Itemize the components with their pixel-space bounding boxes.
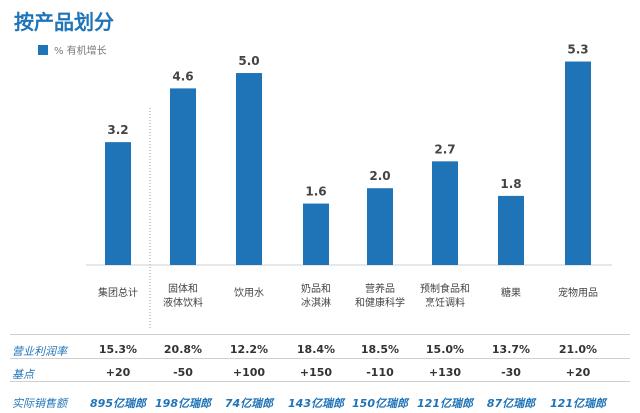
bar-4 xyxy=(367,188,393,265)
row-label: 实际销售额 xyxy=(12,397,67,410)
data-label-1: 4.6 xyxy=(172,69,193,83)
table-cell: 13.7% xyxy=(491,343,531,356)
row-label: 营业利润率 xyxy=(12,345,67,358)
data-label-0: 3.2 xyxy=(107,123,128,137)
bar-0 xyxy=(105,142,131,265)
table-cell: 198亿瑞郎 xyxy=(155,397,211,410)
bar-1 xyxy=(170,88,196,266)
category-label-7-0: 宠物用品 xyxy=(558,286,598,299)
table-cell: 20.8% xyxy=(163,343,203,356)
table-cell: 143亿瑞郎 xyxy=(288,397,344,410)
table-cell: 15.0% xyxy=(425,343,465,356)
legend-swatch xyxy=(38,45,48,55)
category-label-3-0: 奶品和 xyxy=(301,283,331,295)
row-label: 基点 xyxy=(12,368,34,381)
data-label-2: 5.0 xyxy=(238,54,259,68)
table-cell: 18.5% xyxy=(360,343,400,356)
legend-label: % 有机增长 xyxy=(54,46,107,57)
row-separator xyxy=(10,358,630,359)
category-label-5-0: 预制食品和 xyxy=(420,282,470,295)
category-label-0-0: 集团总计 xyxy=(98,286,138,299)
data-label-7: 5.3 xyxy=(567,43,588,57)
page-title: 按产品划分 xyxy=(14,10,114,34)
table-cell: -50 xyxy=(173,366,193,379)
table-cell: +20 xyxy=(105,366,131,379)
table-cell: 895亿瑞郎 xyxy=(90,397,146,410)
table-cell: +150 xyxy=(299,366,333,379)
data-label-4: 2.0 xyxy=(369,169,390,183)
category-label-3-1: 冰淇淋 xyxy=(301,296,331,309)
table-cell: 15.3% xyxy=(98,343,138,356)
chart-legend: % 有机增长 xyxy=(38,42,107,57)
category-label-1-1: 液体饮料 xyxy=(163,296,203,309)
bar-5 xyxy=(432,161,458,265)
table-cell: +100 xyxy=(232,366,266,379)
bar-6 xyxy=(498,195,524,265)
category-label-4-0: 营养品 xyxy=(365,282,395,295)
table-cell: -30 xyxy=(501,366,521,379)
table-cell: 12.2% xyxy=(229,343,269,356)
table-cell: 74亿瑞郎 xyxy=(224,397,274,410)
category-label-1-0: 固体和 xyxy=(168,283,198,295)
row-separator xyxy=(10,334,630,335)
row-separator xyxy=(10,381,630,382)
bar-7 xyxy=(565,61,591,266)
table-cell: +20 xyxy=(565,366,591,379)
data-label-5: 2.7 xyxy=(434,142,455,156)
table-cell: +130 xyxy=(428,366,462,379)
category-label-5-1: 烹饪调料 xyxy=(425,296,465,309)
category-label-2-0: 饮用水 xyxy=(234,286,264,299)
table-cell: 87亿瑞郎 xyxy=(486,397,536,410)
table-cell: 18.4% xyxy=(296,343,336,356)
table-cell: 150亿瑞郎 xyxy=(352,397,408,410)
bar-2 xyxy=(236,73,262,266)
table-cell: 121亿瑞郎 xyxy=(417,397,473,410)
category-label-4-1: 和健康科学 xyxy=(355,296,405,309)
category-label-6-0: 糖果 xyxy=(501,286,521,299)
table-cell: 121亿瑞郎 xyxy=(550,397,606,410)
data-label-3: 1.6 xyxy=(305,185,326,199)
data-label-6: 1.8 xyxy=(500,177,521,191)
table-cell: -110 xyxy=(366,366,394,379)
bar-3 xyxy=(303,203,329,265)
table-cell: 21.0% xyxy=(558,343,598,356)
